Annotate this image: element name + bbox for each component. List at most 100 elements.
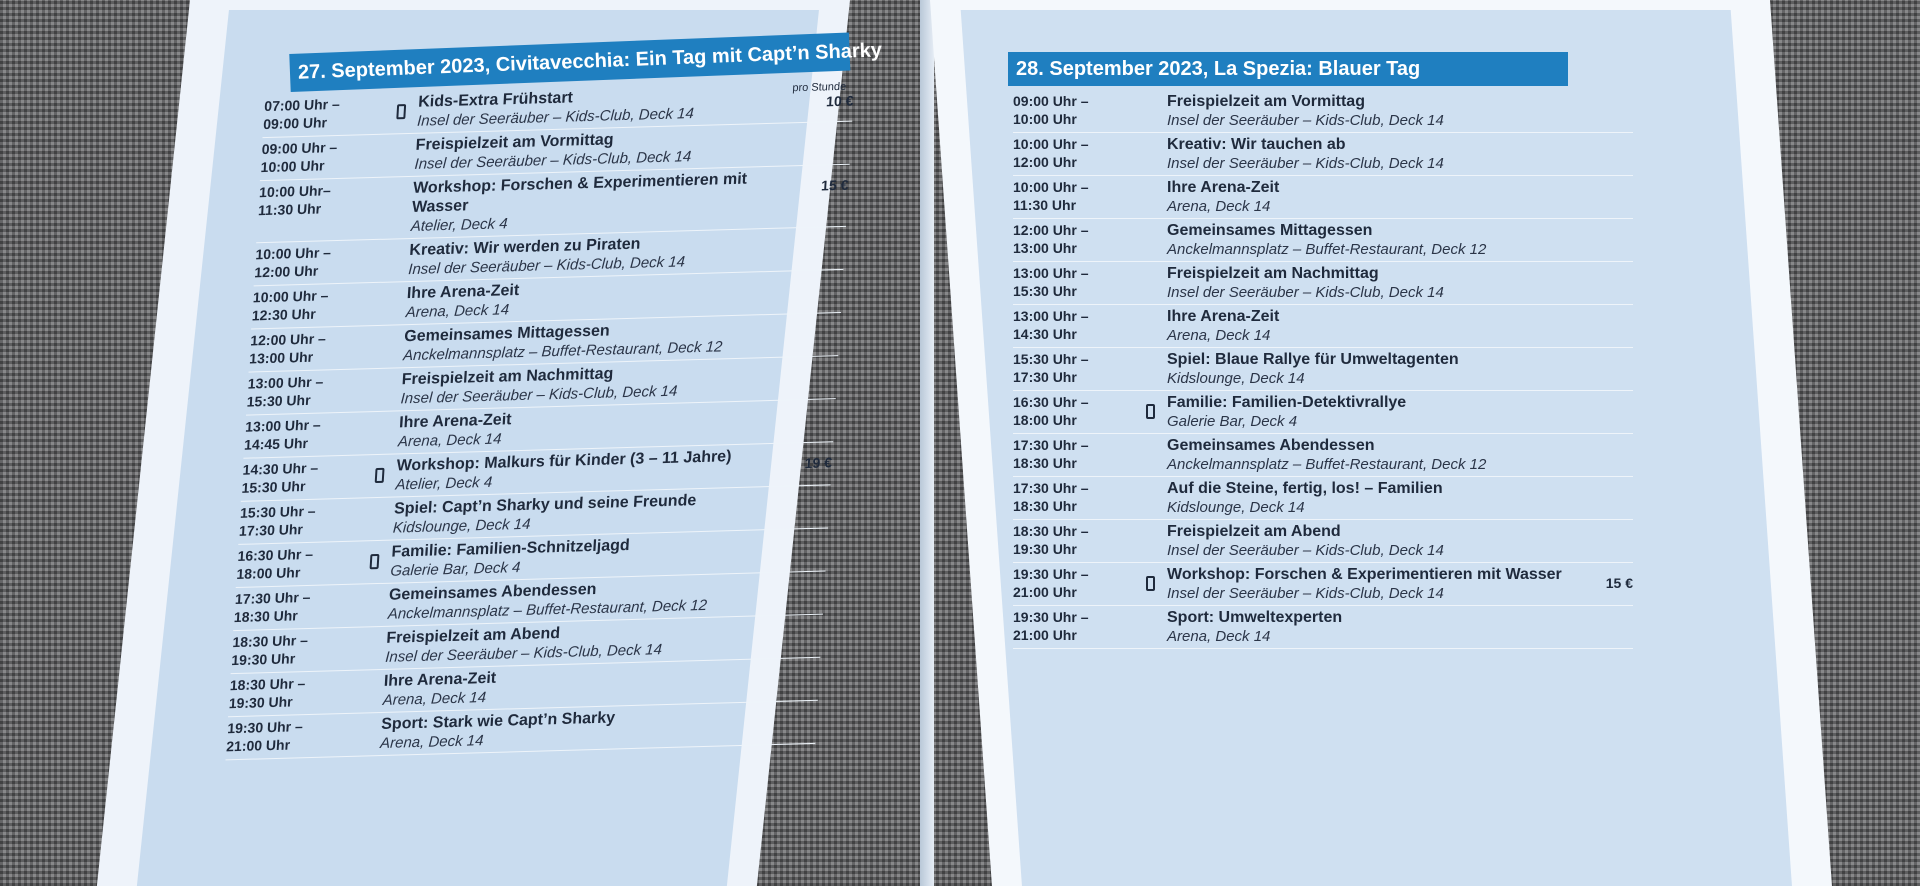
event-info: Spiel: Blaue Rallye für Umweltagenten Kid… xyxy=(1167,350,1563,388)
event-location: Kidslounge, Deck 14 xyxy=(1167,370,1305,387)
icon-slot xyxy=(1133,264,1167,300)
price-value: 10 € xyxy=(825,92,854,110)
icon-slot xyxy=(364,413,400,450)
event-location: Anckelmannsplatz – Buffet-Restaurant, De… xyxy=(1167,456,1487,473)
time-range: 15:30 Uhr – 17:30 Uhr xyxy=(1013,351,1089,385)
event-title: Ihre Arena-Zeit xyxy=(1167,179,1280,196)
event-title: Sport: Umweltexperten xyxy=(1167,609,1343,626)
icon-slot xyxy=(356,543,392,580)
phone-icon xyxy=(374,467,385,483)
price xyxy=(1563,479,1633,489)
price: 15 € xyxy=(778,167,850,195)
event-info: Familie: Familien-Detektivrallye Galerie … xyxy=(1167,393,1563,431)
price xyxy=(782,124,853,136)
phone-icon xyxy=(395,103,406,119)
schedule-row: 10:00 Uhr – 11:30 Uhr Ihre Arena-Zeit Are… xyxy=(1013,176,1633,219)
price xyxy=(1563,221,1633,231)
event-info: Gemeinsames Mittagessen Anckelmannsplatz … xyxy=(1167,221,1563,259)
time-range: 16:30 Uhr – 18:00 Uhr xyxy=(1013,394,1089,428)
time-range: 18:30 Uhr – 19:30 Uhr xyxy=(1013,523,1089,557)
schedule-row: 17:30 Uhr – 18:30 Uhr Gemeinsames Abende… xyxy=(1013,434,1633,477)
schedule-row: 16:30 Uhr – 18:00 Uhr Familie: Familien-… xyxy=(1013,391,1633,434)
price xyxy=(1563,608,1633,618)
event-info: Ihre Arena-Zeit Arena, Deck 14 xyxy=(382,662,750,710)
time-range: 19:30 Uhr – 21:00 Uhr xyxy=(1013,609,1089,643)
price-value: 19 € xyxy=(804,454,833,472)
event-title: Gemeinsames Mittagessen xyxy=(1167,222,1373,239)
time-range: 09:00 Uhr – 10:00 Uhr xyxy=(1013,93,1089,127)
icon-slot xyxy=(1133,178,1167,214)
time-range: 19:30 Uhr – 21:00 Uhr xyxy=(1013,566,1089,600)
time-range: 18:30 Uhr – 19:30 Uhr xyxy=(230,631,309,669)
event-info: Auf die Steine, fertig, los! – Familien K… xyxy=(1167,479,1563,517)
schedule-row: 17:30 Uhr – 18:30 Uhr Auf die Steine, fe… xyxy=(1013,477,1633,520)
price xyxy=(752,617,823,629)
price xyxy=(760,487,831,499)
schedule-row: 12:00 Uhr – 13:00 Uhr Gemeinsames Mittag… xyxy=(1013,219,1633,262)
icon-slot xyxy=(348,672,384,709)
time-range: 10:00 Uhr– 11:30 Uhr xyxy=(257,182,332,219)
event-title: Spiel: Blaue Rallye für Umweltagenten xyxy=(1167,351,1459,368)
icon-slot xyxy=(1133,135,1167,171)
icon-slot xyxy=(359,500,395,537)
event-info: Freispielzeit am Nachmittag Insel der See… xyxy=(400,360,768,408)
icon-slot xyxy=(1133,307,1167,343)
event-title: Freispielzeit am Vormittag xyxy=(1167,93,1365,110)
price xyxy=(1563,307,1633,317)
schedule-row: 09:00 Uhr – 10:00 Uhr Freispielzeit am V… xyxy=(1013,90,1633,133)
event-title: Freispielzeit am Nachmittag xyxy=(1167,265,1379,282)
price xyxy=(747,703,818,715)
time-range: 17:30 Uhr – 18:30 Uhr xyxy=(1013,480,1089,514)
event-info: Ihre Arena-Zeit Arena, Deck 14 xyxy=(398,403,766,451)
event-info: Freispielzeit am Vormittag Insel der Seer… xyxy=(1167,92,1563,130)
price xyxy=(775,229,846,241)
event-location: Arena, Deck 14 xyxy=(1167,628,1271,645)
event-location: Insel der Seeräuber – Kids-Club, Deck 14 xyxy=(1167,542,1444,559)
icon-slot xyxy=(346,715,382,752)
icon-slot xyxy=(1133,479,1167,515)
price xyxy=(1563,135,1633,145)
time-range: 14:30 Uhr – 15:30 Uhr xyxy=(241,459,319,496)
time-range: 15:30 Uhr – 17:30 Uhr xyxy=(238,502,317,539)
event-info: Workshop: Forschen & Experimentieren mit… xyxy=(1167,565,1563,603)
time-range: 17:30 Uhr – 18:30 Uhr xyxy=(1013,437,1089,471)
schedule-row: 19:30 Uhr – 21:00 Uhr Sport: Umweltexper… xyxy=(1013,606,1633,649)
event-location: Anckelmannsplatz – Buffet-Restaurant, De… xyxy=(1167,241,1487,258)
event-location: Insel der Seeräuber – Kids-Club, Deck 14 xyxy=(1167,112,1444,129)
price xyxy=(1563,264,1633,274)
event-info: Spiel: Capt’n Sharky und seine Freunde Ki… xyxy=(392,489,760,537)
event-location: Insel der Seeräuber – Kids-Club, Deck 14 xyxy=(1167,284,1444,301)
price xyxy=(757,530,828,542)
event-location: Arena, Deck 14 xyxy=(1167,198,1271,215)
price-value: 15 € xyxy=(820,176,849,194)
price xyxy=(750,660,821,672)
price: 19 € xyxy=(762,444,834,472)
event-info: Ihre Arena-Zeit Arena, Deck 14 xyxy=(405,274,773,322)
price: 15 € xyxy=(1563,565,1633,591)
time-range: 16:30 Uhr – 18:00 Uhr xyxy=(236,545,314,582)
event-title: Auf die Steine, fertig, los! – Familien xyxy=(1167,480,1443,497)
schedule-row: 10:00 Uhr – 12:00 Uhr Kreativ: Wir tauch… xyxy=(1013,133,1633,176)
event-title: Freispielzeit am Abend xyxy=(1167,523,1341,540)
event-info: Workshop: Forschen & Experimentieren mit… xyxy=(410,169,779,236)
schedule-row: 19:30 Uhr – 21:00 Uhr Workshop: Forschen… xyxy=(1013,563,1633,606)
event-info: Kids-Extra Frühstart Insel der Seeräuber … xyxy=(417,82,785,130)
book-spine xyxy=(920,0,934,886)
event-info: Kreativ: Wir werden zu Piraten Insel der … xyxy=(408,231,776,279)
icon-slot xyxy=(353,586,389,623)
icon-slot xyxy=(1133,436,1167,472)
price xyxy=(765,401,836,413)
event-info: Sport: Stark wie Capt’n Sharky Arena, Dec… xyxy=(380,705,748,753)
price: pro Stunde 10 € xyxy=(783,81,855,111)
schedule-row: 13:00 Uhr – 14:30 Uhr Ihre Arena-Zeit Are… xyxy=(1013,305,1633,348)
event-title: Familie: Familien-Detektivrallye xyxy=(1167,394,1407,411)
time-range: 13:00 Uhr – 14:45 Uhr xyxy=(243,416,322,453)
icon-slot xyxy=(380,136,416,173)
time-range: 07:00 Uhr – 09:00 Uhr xyxy=(262,95,341,133)
right-day-header: 28. September 2023, La Spezia: Blauer Ta… xyxy=(1008,52,1568,86)
icon-slot xyxy=(1133,608,1167,644)
time-range: 13:00 Uhr – 14:30 Uhr xyxy=(1013,308,1089,342)
price xyxy=(1563,393,1633,403)
time-range: 17:30 Uhr – 18:30 Uhr xyxy=(233,588,311,626)
event-title: Kreativ: Wir tauchen ab xyxy=(1167,136,1346,153)
